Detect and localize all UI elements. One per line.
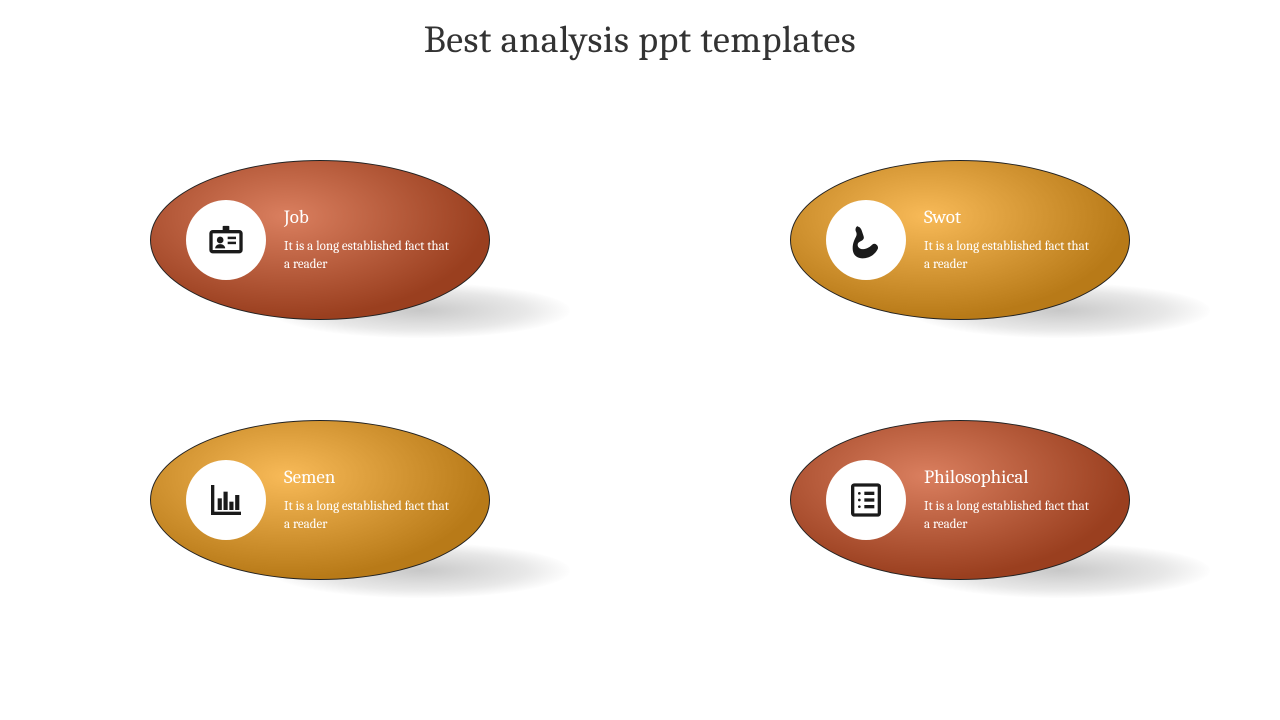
card-title: Philosophical [924, 466, 1094, 488]
card-text: Swot It is a long established fact that … [924, 206, 1094, 273]
list-doc-icon [826, 460, 906, 540]
page-title: Best analysis ppt templates [0, 0, 1280, 62]
id-card-icon [186, 200, 266, 280]
muscle-icon [826, 200, 906, 280]
card-philosophical: Philosophical It is a long established f… [790, 420, 1130, 580]
card-swot: Swot It is a long established fact that … [790, 160, 1130, 320]
card-grid: Job It is a long established fact that a… [0, 160, 1280, 580]
oval: Job It is a long established fact that a… [150, 160, 490, 320]
card-title: Job [284, 206, 454, 228]
card-text: Semen It is a long established fact that… [284, 466, 454, 533]
bar-chart-icon [186, 460, 266, 540]
card-title: Semen [284, 466, 454, 488]
card-desc: It is a long established fact that a rea… [924, 238, 1094, 273]
card-text: Philosophical It is a long established f… [924, 466, 1094, 533]
oval: Swot It is a long established fact that … [790, 160, 1130, 320]
card-semen: Semen It is a long established fact that… [150, 420, 490, 580]
card-title: Swot [924, 206, 1094, 228]
card-job: Job It is a long established fact that a… [150, 160, 490, 320]
card-desc: It is a long established fact that a rea… [284, 498, 454, 533]
card-text: Job It is a long established fact that a… [284, 206, 454, 273]
oval: Philosophical It is a long established f… [790, 420, 1130, 580]
oval: Semen It is a long established fact that… [150, 420, 490, 580]
card-desc: It is a long established fact that a rea… [924, 498, 1094, 533]
card-desc: It is a long established fact that a rea… [284, 238, 454, 273]
